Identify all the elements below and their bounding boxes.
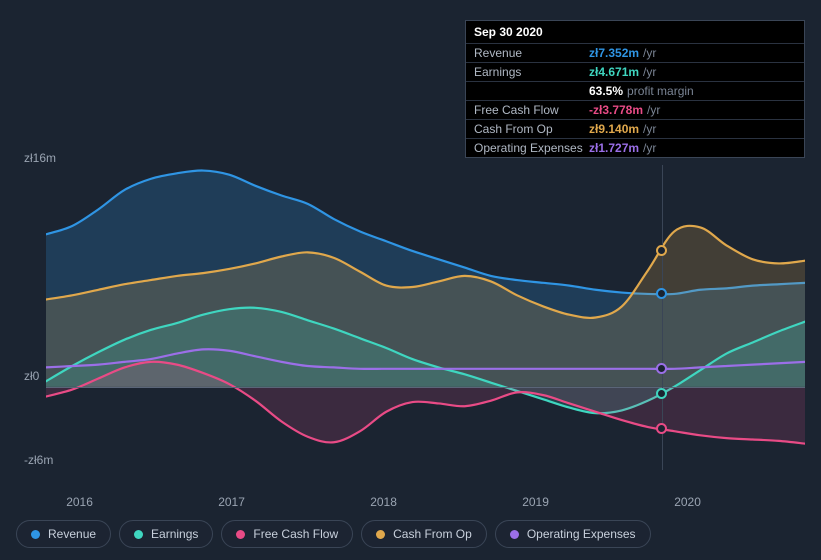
legend-dot-icon bbox=[510, 530, 519, 539]
tooltip-row-suffix: /yr bbox=[643, 122, 656, 136]
x-axis-tick: 2019 bbox=[522, 495, 549, 509]
plot-area[interactable] bbox=[46, 165, 805, 470]
tooltip-row: 63.5% profit margin bbox=[466, 82, 804, 101]
legend-label: Earnings bbox=[151, 527, 198, 541]
legend-label: Free Cash Flow bbox=[253, 527, 338, 541]
legend-label: Cash From Op bbox=[393, 527, 472, 541]
financials-chart: zł16m zł0 -zł6m 20162017201820192020 bbox=[16, 155, 805, 495]
hover-marker-earnings bbox=[656, 388, 667, 399]
legend-dot-icon bbox=[31, 530, 40, 539]
legend-item-revenue[interactable]: Revenue bbox=[16, 520, 111, 548]
tooltip-row-value: zł1.727m bbox=[589, 141, 639, 155]
legend-label: Operating Expenses bbox=[527, 527, 636, 541]
legend-item-opex[interactable]: Operating Expenses bbox=[495, 520, 651, 548]
tooltip-row: Free Cash Flow-zł3.778m/yr bbox=[466, 101, 804, 120]
legend-dot-icon bbox=[236, 530, 245, 539]
tooltip-row: Earningszł4.671m/yr bbox=[466, 63, 804, 82]
tooltip-row-value: 63.5% bbox=[589, 84, 623, 98]
tooltip-row-suffix: /yr bbox=[647, 103, 660, 117]
tooltip-row-value: zł4.671m bbox=[589, 65, 639, 79]
tooltip-row-value: zł7.352m bbox=[589, 46, 639, 60]
tooltip-row: Revenuezł7.352m/yr bbox=[466, 44, 804, 63]
tooltip-row-suffix: /yr bbox=[643, 65, 656, 79]
hover-marker-revenue bbox=[656, 288, 667, 299]
legend-item-cashop[interactable]: Cash From Op bbox=[361, 520, 487, 548]
tooltip-row-suffix: profit margin bbox=[627, 84, 694, 98]
tooltip-row-value: zł9.140m bbox=[589, 122, 639, 136]
tooltip-date: Sep 30 2020 bbox=[466, 21, 804, 44]
x-axis-tick: 2016 bbox=[66, 495, 93, 509]
tooltip-row-label: Free Cash Flow bbox=[474, 103, 589, 117]
legend-item-fcf[interactable]: Free Cash Flow bbox=[221, 520, 353, 548]
tooltip-row-suffix: /yr bbox=[643, 46, 656, 60]
y-axis-label-zero: zł0 bbox=[24, 369, 39, 383]
hover-marker-fcf bbox=[656, 423, 667, 434]
tooltip-row-label: Revenue bbox=[474, 46, 589, 60]
chart-svg bbox=[46, 165, 805, 470]
hover-tooltip: Sep 30 2020 Revenuezł7.352m/yrEarningszł… bbox=[465, 20, 805, 158]
tooltip-row-label: Operating Expenses bbox=[474, 141, 589, 155]
tooltip-row-label: Cash From Op bbox=[474, 122, 589, 136]
x-axis-tick: 2020 bbox=[674, 495, 701, 509]
legend-item-earnings[interactable]: Earnings bbox=[119, 520, 213, 548]
legend-dot-icon bbox=[134, 530, 143, 539]
legend-dot-icon bbox=[376, 530, 385, 539]
x-axis-tick: 2017 bbox=[218, 495, 245, 509]
legend-label: Revenue bbox=[48, 527, 96, 541]
tooltip-row-value: -zł3.778m bbox=[589, 103, 643, 117]
tooltip-row-label: Earnings bbox=[474, 65, 589, 79]
hover-marker-cashop bbox=[656, 245, 667, 256]
tooltip-row: Cash From Opzł9.140m/yr bbox=[466, 120, 804, 139]
tooltip-row-label bbox=[474, 84, 589, 98]
y-axis-label-max: zł16m bbox=[24, 151, 56, 165]
chart-legend: Revenue Earnings Free Cash Flow Cash From O… bbox=[16, 520, 651, 548]
tooltip-row-suffix: /yr bbox=[643, 141, 656, 155]
zero-axis-line bbox=[46, 387, 805, 388]
x-axis-tick: 2018 bbox=[370, 495, 397, 509]
hover-marker-opex bbox=[656, 363, 667, 374]
